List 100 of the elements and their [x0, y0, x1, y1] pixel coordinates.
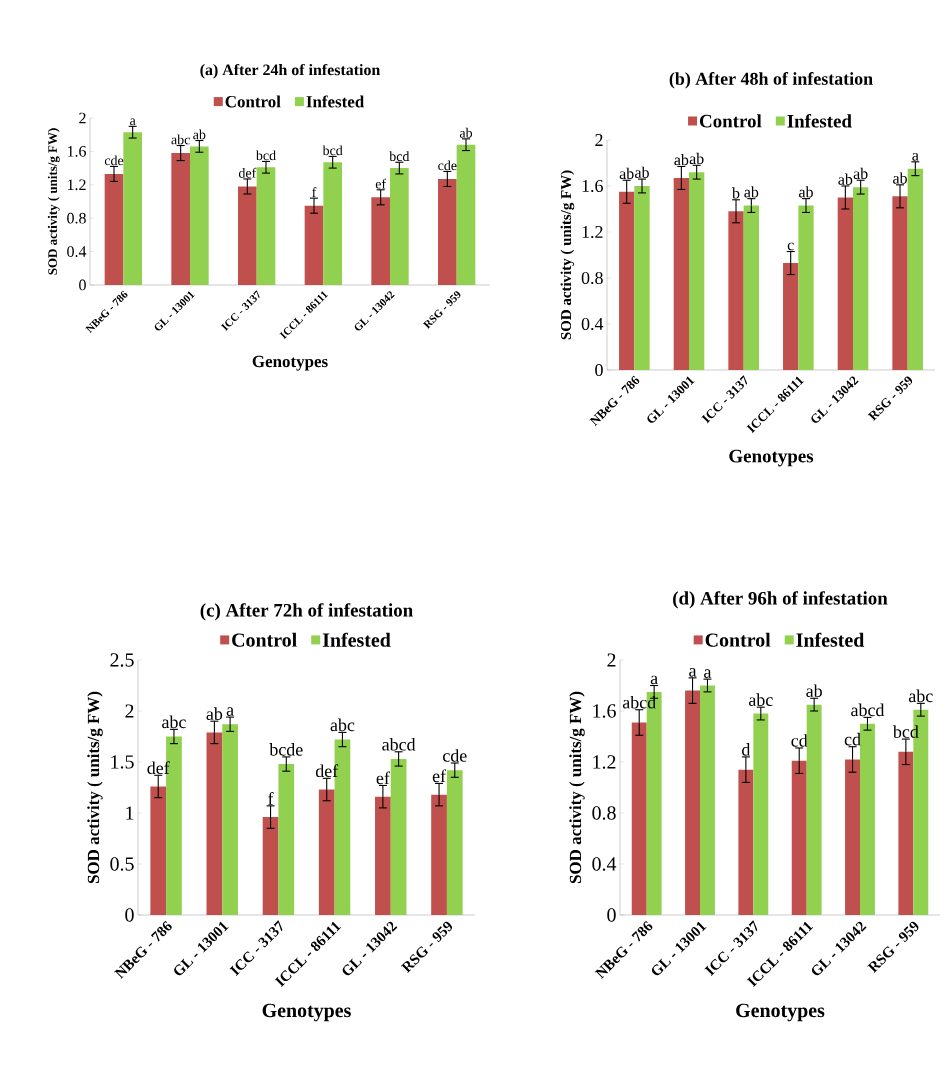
- bar: [837, 197, 854, 370]
- y-tick-label: 0.5: [110, 857, 134, 871]
- bar: [206, 732, 223, 915]
- data-label: a: [704, 669, 712, 678]
- data-label: abcd: [382, 737, 416, 751]
- x-axis-title: Genotypes: [252, 355, 328, 371]
- bar: [619, 191, 635, 370]
- bar: [783, 263, 799, 370]
- y-tick-label: 0.8: [581, 271, 603, 285]
- data-label: ab: [838, 173, 853, 185]
- y-tick-label: 0.8: [67, 212, 86, 224]
- y-tick-label: 0.4: [581, 317, 604, 331]
- bar: [390, 168, 409, 285]
- bar: [262, 817, 279, 915]
- bar: [743, 205, 759, 370]
- data-label: ab: [619, 167, 634, 180]
- data-label: ab: [806, 684, 822, 698]
- data-label: abc: [908, 689, 933, 703]
- data-label: d: [742, 743, 751, 756]
- data-label: bcd: [255, 150, 276, 161]
- data-label: cde: [443, 749, 467, 762]
- data-label: abc: [748, 693, 773, 706]
- data-label: abc: [330, 718, 355, 732]
- y-tick-label: 0.4: [592, 857, 617, 871]
- legend-label: Infested: [787, 114, 852, 128]
- bar: [791, 760, 807, 915]
- data-label: ab: [853, 167, 868, 180]
- y-tick-label: 1.5: [111, 755, 134, 769]
- data-label: ab: [799, 186, 813, 198]
- bar: [438, 178, 457, 285]
- y-tick-label: 2: [79, 112, 86, 124]
- y-axis-title: SOD activity ( units/g FW): [560, 170, 575, 340]
- bar: [431, 794, 447, 915]
- x-axis-title: Genotypes: [262, 1003, 351, 1022]
- x-axis-title: Genotypes: [729, 449, 814, 467]
- data-label: cde: [104, 155, 124, 166]
- y-tick-label: 2: [125, 704, 134, 718]
- chart-title: (a) After 24h of infestation: [200, 63, 381, 79]
- y-tick-label: 0: [79, 279, 86, 291]
- legend-label: Control: [705, 632, 771, 647]
- bar: [375, 796, 391, 915]
- bar: [728, 211, 744, 370]
- data-label: ab: [893, 172, 907, 184]
- chart-title: (d) After 96h of infestation: [673, 591, 888, 609]
- data-label: a: [226, 707, 234, 716]
- bar: [278, 764, 295, 915]
- data-label: ab: [744, 186, 759, 198]
- data-label: cde: [438, 160, 457, 171]
- y-tick-label: 1.6: [582, 179, 603, 193]
- bar: [631, 722, 647, 915]
- bar: [390, 758, 407, 915]
- bar: [171, 153, 190, 285]
- bar: [222, 724, 238, 915]
- chart-title: (c) After 72h of infestation: [200, 603, 413, 621]
- data-label: ef: [375, 178, 387, 189]
- bar: [256, 167, 276, 285]
- data-label: ab: [689, 152, 704, 165]
- data-label: ab: [635, 166, 649, 178]
- y-tick-label: 1.2: [67, 179, 86, 191]
- data-label: bcd: [389, 151, 410, 162]
- bar: [323, 162, 342, 285]
- data-label: def: [238, 167, 257, 178]
- data-label: a: [912, 153, 919, 161]
- y-tick-label: 0.8: [592, 806, 616, 820]
- legend-label: Control: [232, 632, 297, 647]
- bar: [104, 173, 124, 285]
- data-label: c: [787, 242, 794, 251]
- data-label: a: [650, 675, 658, 685]
- bar: [689, 172, 705, 370]
- bar: [238, 186, 257, 285]
- y-tick-label: 1.2: [582, 225, 603, 239]
- data-label: abc: [162, 715, 186, 729]
- data-label: abcd: [851, 703, 885, 717]
- bar: [907, 168, 923, 370]
- bar: [456, 144, 476, 285]
- y-tick-label: 0: [607, 908, 616, 922]
- y-tick-label: 2: [607, 653, 616, 667]
- data-label: a: [130, 118, 136, 126]
- y-tick-label: 1.6: [67, 146, 87, 157]
- data-label: bcde: [269, 743, 303, 756]
- bar: [738, 769, 754, 915]
- legend-label: Control: [699, 114, 762, 128]
- y-tick-label: 2: [595, 134, 603, 146]
- data-label: abc: [171, 134, 190, 145]
- bar: [634, 185, 650, 370]
- bar: [806, 704, 822, 915]
- data-label: ef: [376, 771, 390, 785]
- bar: [898, 751, 914, 915]
- bar: [123, 132, 142, 285]
- data-label: cd: [791, 734, 808, 747]
- y-axis-title: SOD activity ( units/g FW): [87, 691, 103, 884]
- bar: [860, 723, 875, 915]
- bar: [304, 205, 324, 285]
- data-label: ab: [193, 129, 206, 140]
- data-label: ab: [206, 707, 223, 720]
- data-label: a: [689, 668, 697, 677]
- data-label: ab: [674, 154, 689, 166]
- data-label: f: [268, 792, 274, 805]
- bar: [845, 759, 861, 915]
- bar: [685, 690, 701, 915]
